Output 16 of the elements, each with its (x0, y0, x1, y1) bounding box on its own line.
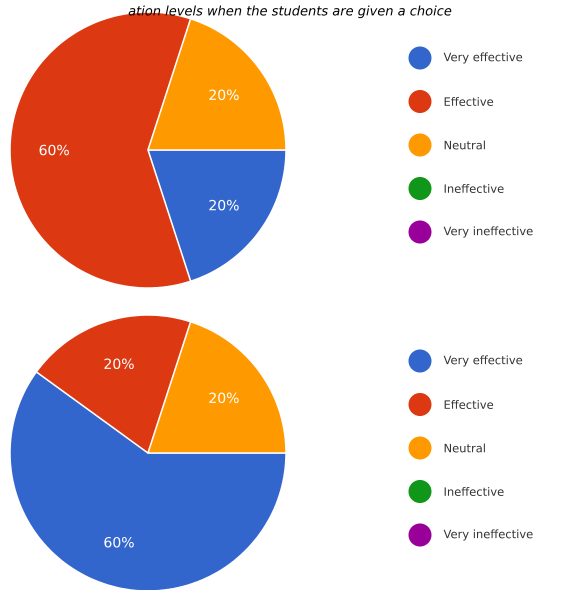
data-label: 60% (40, 144, 69, 156)
legend-label: Neutral (444, 140, 485, 150)
legend-label: Very effective (444, 355, 522, 367)
legend-label: Ineffective (444, 184, 504, 193)
legend-label: Effective (444, 97, 494, 106)
data-label: 20% (209, 392, 239, 404)
legend-label: Very ineffective (444, 529, 533, 541)
legend-label: Neutral (444, 444, 485, 452)
legend-label: Very ineffective (444, 226, 533, 238)
legend-label: Ineffective (444, 487, 504, 496)
data-label: 60% (104, 536, 134, 548)
data-label: 20% (104, 358, 134, 370)
legend-label: Very effective (444, 52, 522, 64)
legend-label: Effective (444, 400, 494, 409)
data-label: 20% (209, 90, 239, 100)
data-label: 20% (209, 200, 239, 210)
